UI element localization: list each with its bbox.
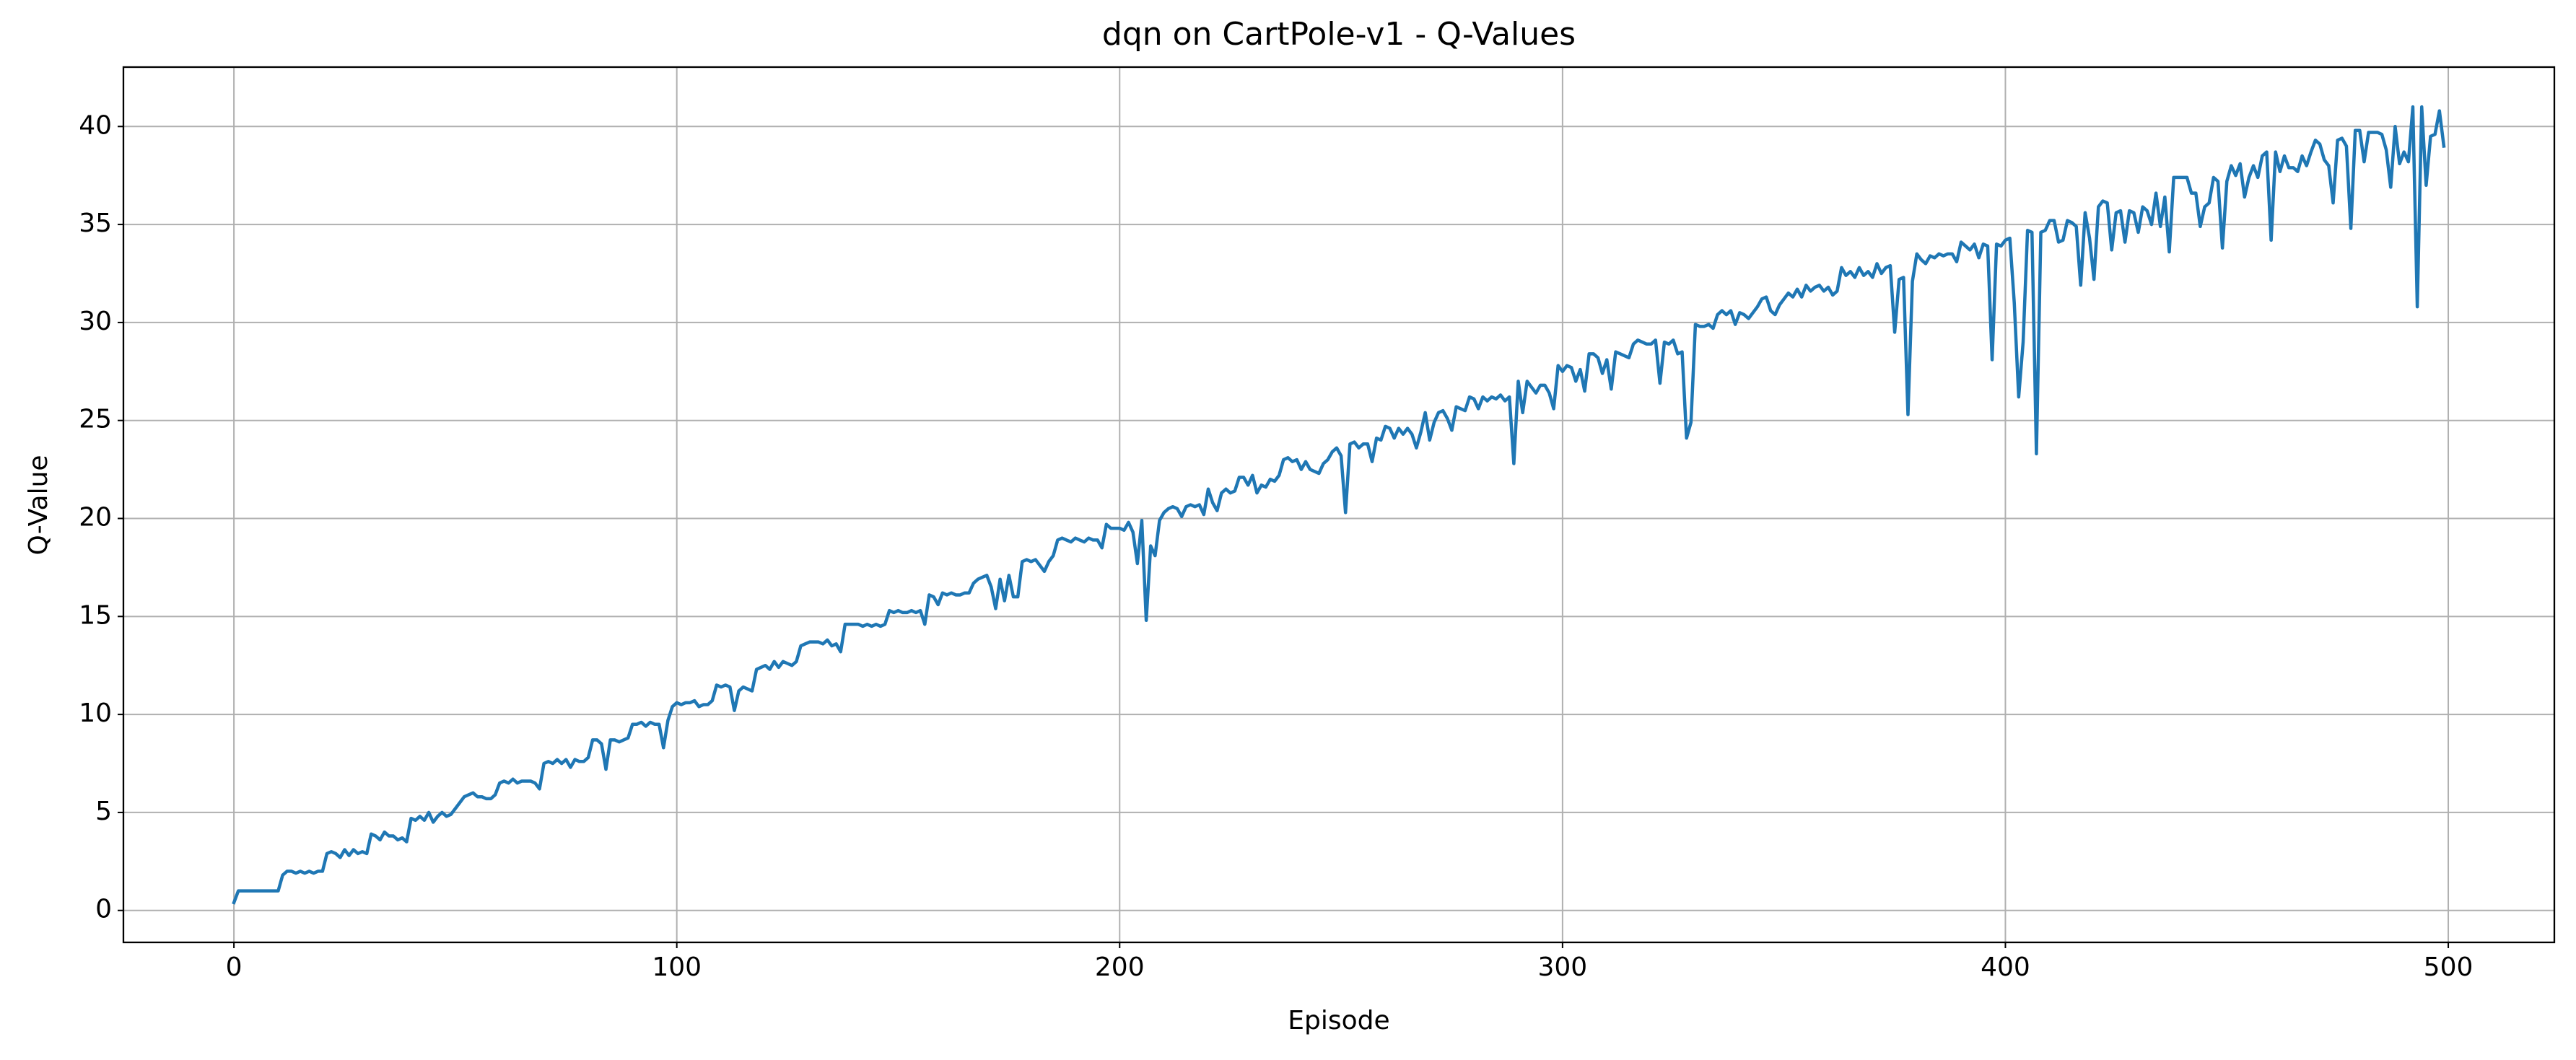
y-tick-label: 40 [79,110,112,140]
x-tick-label: 300 [1538,952,1588,982]
x-axis-label: Episode [1288,1006,1389,1035]
x-tick-label: 200 [1095,952,1145,982]
y-tick-label: 15 [79,600,112,630]
y-tick-label: 25 [79,405,112,434]
y-tick-label: 10 [79,698,112,728]
axes-frame [122,66,2556,944]
x-tick-label: 500 [2424,952,2474,982]
plot-layer [232,105,2446,905]
x-tick-label: 100 [652,952,702,982]
y-tick-label: 30 [79,307,112,336]
y-tick-label: 20 [79,503,112,533]
y-tick-label: 5 [95,797,112,826]
x-tick-label: 400 [1981,952,2030,982]
y-tick-label: 35 [79,209,112,238]
data-line [232,105,2446,905]
x-tick-label: 0 [226,952,243,982]
tick-layer: 0 100 200 300 400 500 0 5 10 15 20 25 30 35 40 [79,110,2473,982]
y-axis-label: Q-Value [24,455,53,555]
grid-layer [123,67,2554,942]
chart-title: dqn on CartPole-v1 - Q-Values [1102,16,1576,53]
y-tick-label: 0 [95,895,112,924]
